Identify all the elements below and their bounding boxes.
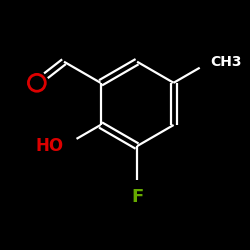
Text: CH3: CH3 [210,55,242,69]
Text: F: F [131,188,143,206]
Text: HO: HO [36,137,64,155]
